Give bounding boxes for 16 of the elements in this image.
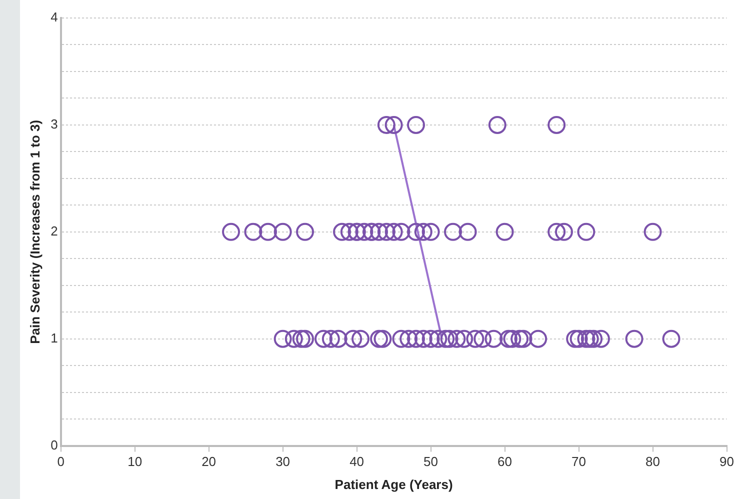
x-tick-label: 90 (720, 454, 734, 470)
y-tick-label: 2 (50, 223, 58, 238)
y-tick-label: 3 (50, 116, 58, 132)
y-axis-title: Pain Severity (Increases from 1 to 3) (27, 120, 42, 344)
x-tick-label: 50 (424, 454, 438, 470)
x-tick-label: 40 (350, 454, 364, 470)
x-tick-label: 80 (646, 454, 660, 470)
x-tick-label: 70 (572, 454, 586, 470)
x-tick-label: 30 (276, 454, 290, 470)
x-tick-label: 10 (128, 454, 142, 470)
y-tick-label: 0 (50, 437, 58, 452)
y-tick-label: 4 (50, 10, 58, 25)
x-tick-label: 20 (202, 454, 216, 470)
x-tick-label: 60 (498, 454, 512, 470)
x-axis-title: Patient Age (Years) (334, 476, 453, 492)
y-tick-label: 1 (50, 330, 58, 346)
